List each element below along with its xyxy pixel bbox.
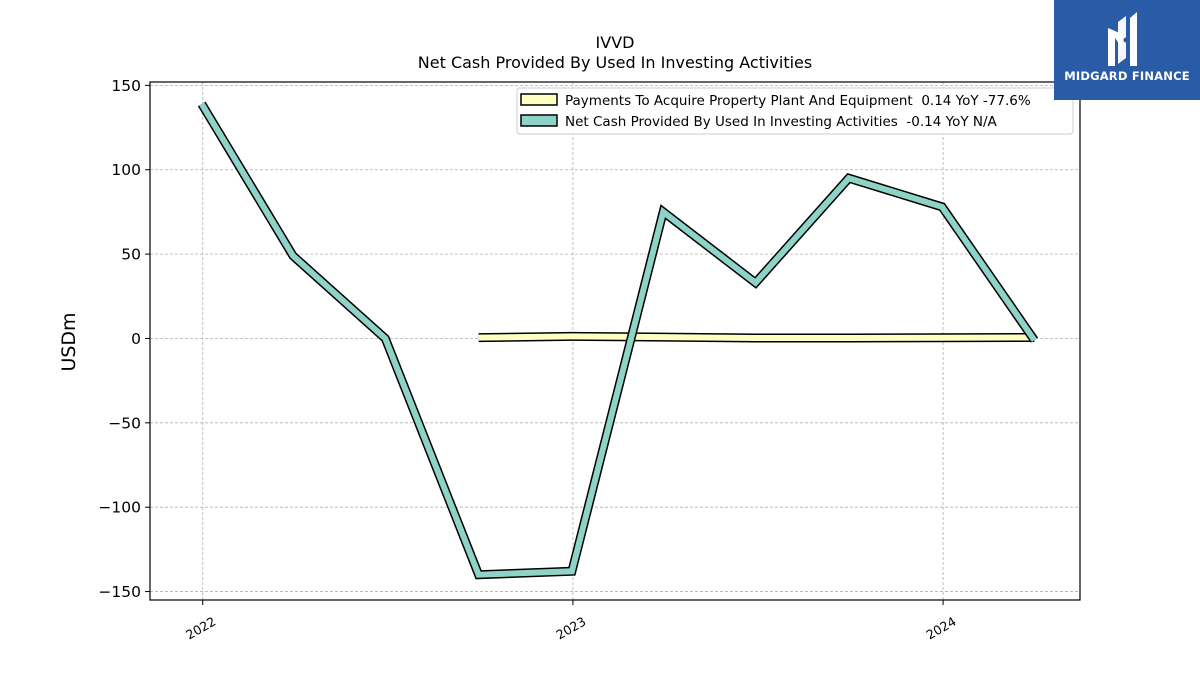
midgard-logo-icon <box>1108 12 1137 66</box>
legend-swatch-net-investing <box>520 114 558 127</box>
y-tick-label: 50 <box>121 246 141 264</box>
axes: 150 100 50 0 −50 −100 −150 2022 2023 2024 <box>98 77 958 643</box>
midgard-finance-logo: MIDGARD FINANCE <box>1054 0 1200 100</box>
legend: Payments To Acquire Property Plant And E… <box>516 87 1074 135</box>
grid <box>150 82 1080 600</box>
series-net-investing-line <box>197 101 1039 580</box>
y-tick-label: 150 <box>111 77 141 95</box>
series-group <box>197 101 1039 580</box>
y-tick-label: 0 <box>131 330 141 348</box>
chart-title: IVVD <box>596 33 635 52</box>
legend-label-ppe: Payments To Acquire Property Plant And E… <box>565 93 1031 109</box>
legend-label-net-investing: Net Cash Provided By Used In Investing A… <box>565 114 998 130</box>
plot-frame <box>149 81 1081 601</box>
logo-text: MIDGARD FINANCE <box>1064 69 1190 83</box>
y-tick-label: 100 <box>111 161 141 179</box>
legend-frame <box>516 87 1074 135</box>
y-tick-label: −100 <box>98 499 141 517</box>
x-tick-label: 2024 <box>924 614 959 643</box>
y-axis-label: USDm <box>58 312 80 371</box>
series-ppe-line <box>478 331 1035 343</box>
x-tick-label: 2022 <box>183 614 218 643</box>
chart-subtitle: Net Cash Provided By Used In Investing A… <box>418 53 812 72</box>
x-tick-label: 2023 <box>553 614 588 643</box>
legend-swatch-ppe <box>520 93 558 106</box>
y-tick-label: −150 <box>98 583 141 601</box>
y-tick-label: −50 <box>108 414 141 432</box>
